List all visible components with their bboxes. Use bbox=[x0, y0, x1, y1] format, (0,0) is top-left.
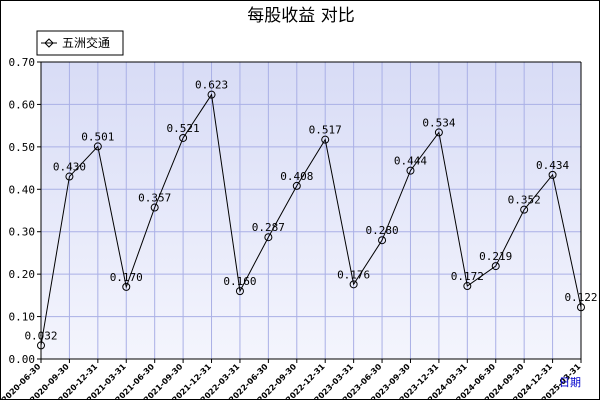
data-label: 0.623 bbox=[195, 79, 228, 92]
data-label: 0.160 bbox=[223, 275, 256, 288]
x-axis-hint: 日期 bbox=[559, 376, 581, 389]
data-label: 0.219 bbox=[479, 250, 512, 263]
data-point bbox=[65, 172, 74, 181]
data-labels: 0.032 0.430 0.501 0.170 0.357 0.521 0.623 0.160… bbox=[24, 79, 597, 343]
data-label: 0.444 bbox=[394, 155, 427, 168]
data-label: 0.517 bbox=[309, 124, 342, 137]
data-label: 0.122 bbox=[564, 291, 597, 304]
data-label: 0.521 bbox=[167, 122, 200, 135]
y-tick-label: 0.50 bbox=[9, 141, 36, 154]
data-point bbox=[548, 170, 557, 179]
legend-series-name: 五洲交通 bbox=[62, 35, 110, 50]
data-label: 0.534 bbox=[422, 116, 455, 129]
y-tick-label: 0.30 bbox=[9, 226, 36, 239]
legend-marker-icon bbox=[44, 38, 54, 48]
legend: 五洲交通 bbox=[36, 30, 124, 56]
data-point bbox=[349, 280, 358, 289]
data-label: 0.176 bbox=[337, 268, 370, 281]
data-point bbox=[491, 262, 500, 271]
y-tick-label: 0.70 bbox=[9, 56, 36, 69]
data-point bbox=[577, 303, 585, 312]
chart-title: 每股收益 对比 bbox=[247, 6, 354, 26]
data-label: 0.287 bbox=[252, 221, 285, 234]
x-axis-ticks: 2020-06-302020-09-302020-12-312021-03-31… bbox=[1, 359, 583, 399]
data-point bbox=[292, 181, 301, 190]
data-point bbox=[434, 128, 443, 137]
series-line bbox=[37, 90, 585, 350]
y-tick-label: 0.60 bbox=[9, 98, 36, 111]
data-point bbox=[37, 341, 45, 350]
data-label: 0.172 bbox=[451, 270, 484, 283]
y-tick-label: 0.00 bbox=[9, 353, 36, 366]
data-point bbox=[264, 233, 273, 242]
data-label: 0.357 bbox=[138, 192, 171, 205]
data-point bbox=[179, 133, 188, 142]
plot-area bbox=[41, 62, 581, 359]
data-point bbox=[378, 236, 387, 245]
data-point bbox=[235, 287, 244, 296]
data-label: 0.352 bbox=[508, 194, 541, 207]
data-point bbox=[150, 203, 159, 212]
data-point bbox=[321, 135, 330, 144]
grid-lines bbox=[40, 61, 582, 360]
series-polyline bbox=[40, 93, 582, 346]
data-label: 0.430 bbox=[53, 161, 86, 174]
data-point bbox=[207, 90, 216, 99]
data-point bbox=[406, 166, 415, 175]
y-tick-label: 0.20 bbox=[9, 268, 36, 281]
data-label: 0.170 bbox=[110, 271, 143, 284]
data-label: 0.501 bbox=[81, 130, 114, 143]
data-point bbox=[93, 142, 102, 151]
axes bbox=[40, 61, 582, 360]
data-label: 0.280 bbox=[365, 224, 398, 237]
data-point bbox=[122, 282, 131, 291]
y-axis-ticks: 0.00 0.10 0.20 0.30 0.40 0.50 0.60 0.70 bbox=[9, 56, 41, 366]
y-tick-label: 0.10 bbox=[9, 311, 36, 324]
data-label: 0.434 bbox=[536, 159, 569, 172]
data-point bbox=[463, 282, 472, 291]
data-label: 0.408 bbox=[280, 170, 313, 183]
data-point bbox=[520, 205, 529, 214]
y-tick-label: 0.40 bbox=[9, 183, 36, 196]
data-label: 0.032 bbox=[24, 329, 57, 342]
